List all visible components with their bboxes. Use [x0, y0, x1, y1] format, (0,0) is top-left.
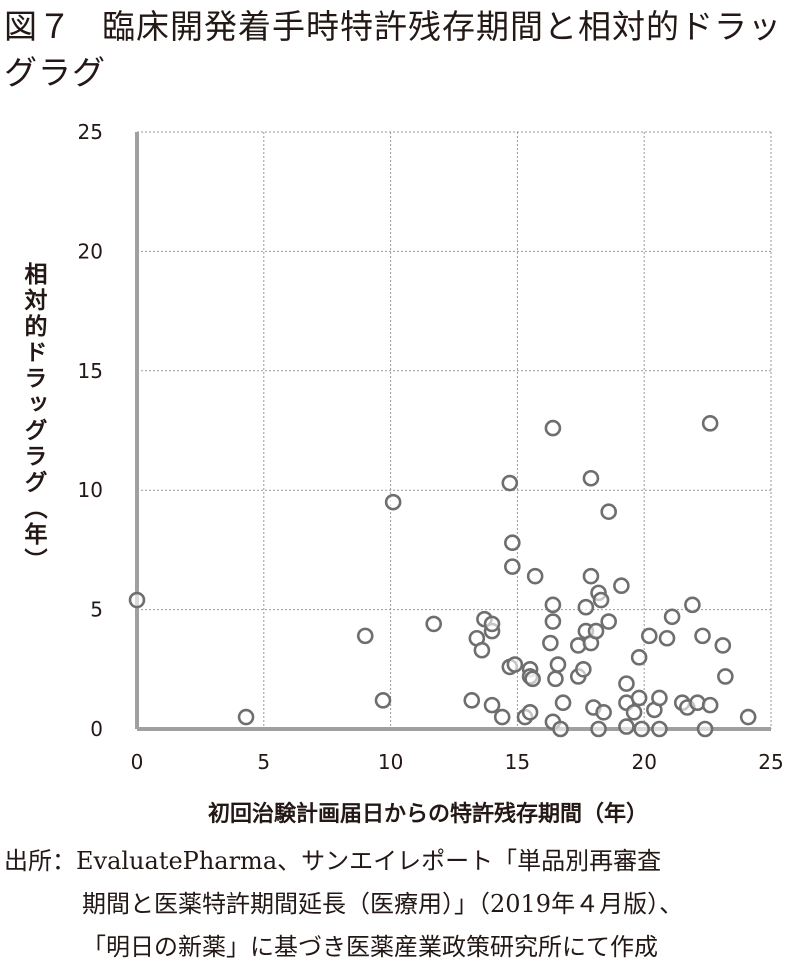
data-point — [544, 419, 562, 437]
data-point — [701, 696, 719, 714]
source-line-2: 期間と医薬特許期間延長（医療用）」（2019年４月版）、 — [82, 890, 684, 918]
data-point — [582, 567, 600, 585]
data-point — [549, 656, 567, 673]
data-point — [547, 670, 564, 688]
data-point — [696, 720, 714, 738]
x-tick-label: 15 — [505, 750, 530, 774]
figure-title-text: 臨床開発着手時特許残存期間と相対的ドラッグラグ — [4, 7, 782, 92]
data-point — [625, 703, 643, 721]
x-tick-label: 20 — [631, 750, 656, 774]
x-tick-label: 10 — [378, 750, 403, 774]
data-point — [544, 613, 562, 630]
y-tick-label: 0 — [90, 717, 103, 741]
data-point — [694, 627, 711, 645]
data-point — [521, 703, 539, 721]
x-tick-label: 0 — [131, 750, 144, 774]
data-point — [739, 708, 757, 726]
data-point — [501, 474, 519, 492]
data-point — [590, 720, 607, 738]
data-point — [493, 708, 511, 726]
data-point — [600, 613, 617, 630]
data-point — [651, 720, 668, 738]
data-point — [526, 567, 544, 585]
data-point — [544, 596, 562, 614]
data-point — [483, 696, 501, 714]
y-tick-label: 10 — [78, 478, 103, 502]
data-point — [640, 627, 658, 645]
data-point — [582, 469, 600, 487]
data-point — [587, 622, 605, 640]
data-point — [630, 689, 648, 707]
source-note: 出所：EvaluatePharma、サンエイレポート「単品別再審査 期間と医薬特… — [4, 840, 683, 969]
y-axis-label: 相対的ドラッグラグ（年） — [20, 262, 46, 574]
data-point — [483, 615, 501, 633]
data-point — [554, 694, 572, 712]
x-tick-label: 25 — [758, 750, 783, 774]
data-point — [684, 596, 701, 614]
data-point — [504, 558, 521, 575]
x-axis-label: 初回治験計画届日からの特許残存期間（年） — [208, 802, 649, 827]
y-tick-label: 5 — [90, 598, 103, 622]
data-point — [504, 534, 521, 552]
data-point — [575, 660, 592, 678]
data-point — [552, 720, 569, 738]
data-point — [600, 503, 617, 520]
data-point — [542, 634, 559, 652]
data-point — [613, 577, 630, 595]
data-point — [473, 641, 491, 659]
data-point — [618, 718, 635, 735]
source-line-3: 「明日の新薬」に基づき医薬産業政策研究所にて作成 — [82, 933, 658, 961]
figure-title: 図７ 臨床開発着手時特許残存期間と相対的ドラッグラグ — [4, 4, 794, 96]
data-point — [577, 598, 595, 616]
y-tick-label: 15 — [78, 359, 103, 383]
source-line-1: 出所：EvaluatePharma、サンエイレポート「単品別再審査 — [4, 847, 662, 875]
data-point — [524, 670, 541, 688]
data-point — [701, 415, 719, 432]
x-tick-label: 5 — [257, 750, 270, 774]
data-point — [633, 720, 650, 738]
data-point — [425, 615, 443, 633]
data-point — [618, 675, 635, 692]
data-point — [506, 656, 524, 673]
data-point — [630, 649, 648, 666]
figure-number: 図７ — [4, 7, 72, 46]
data-point — [384, 493, 402, 511]
data-point — [592, 591, 610, 609]
data-point — [714, 637, 732, 654]
data-point — [717, 668, 734, 685]
data-point — [651, 689, 668, 707]
data-point — [595, 703, 612, 721]
data-point — [463, 692, 481, 709]
data-point — [658, 629, 676, 647]
data-point — [128, 591, 146, 609]
y-tick-label: 25 — [78, 120, 103, 144]
data-point — [374, 692, 392, 709]
data-point — [663, 608, 681, 626]
y-tick-label: 20 — [78, 239, 103, 263]
data-point — [237, 708, 255, 726]
data-point — [356, 627, 374, 645]
